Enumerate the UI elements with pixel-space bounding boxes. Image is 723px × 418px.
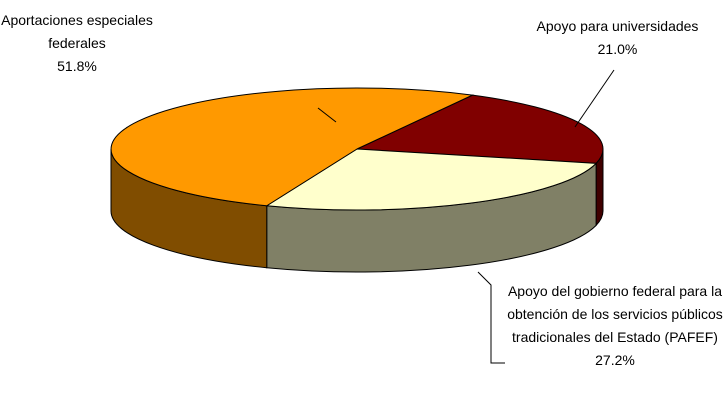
slice-value: 51.8% (57, 58, 97, 74)
slice-value: 21.0% (597, 41, 638, 57)
slice-label: Apoyo del gobierno federal para la obten… (505, 280, 723, 372)
slice-label: Aportaciones especiales federales 51.8% (0, 9, 154, 78)
pie-slice (356, 94, 604, 164)
slice-value: 27.2% (595, 352, 635, 368)
pie-sides (110, 148, 604, 273)
slice-name: Aportaciones especiales federales (1, 12, 153, 51)
pie-slice (110, 87, 475, 207)
leader-line (574, 69, 615, 128)
slice-name: Apoyo para universidades (536, 18, 699, 34)
slice-name: Apoyo del gobierno federal para la obten… (507, 283, 723, 345)
leader-line (477, 271, 505, 364)
leader-line (317, 107, 337, 123)
pie-slice (265, 148, 598, 211)
pie-tops (110, 87, 604, 211)
slice-label: Apoyo para universidades 21.0% (505, 15, 723, 61)
